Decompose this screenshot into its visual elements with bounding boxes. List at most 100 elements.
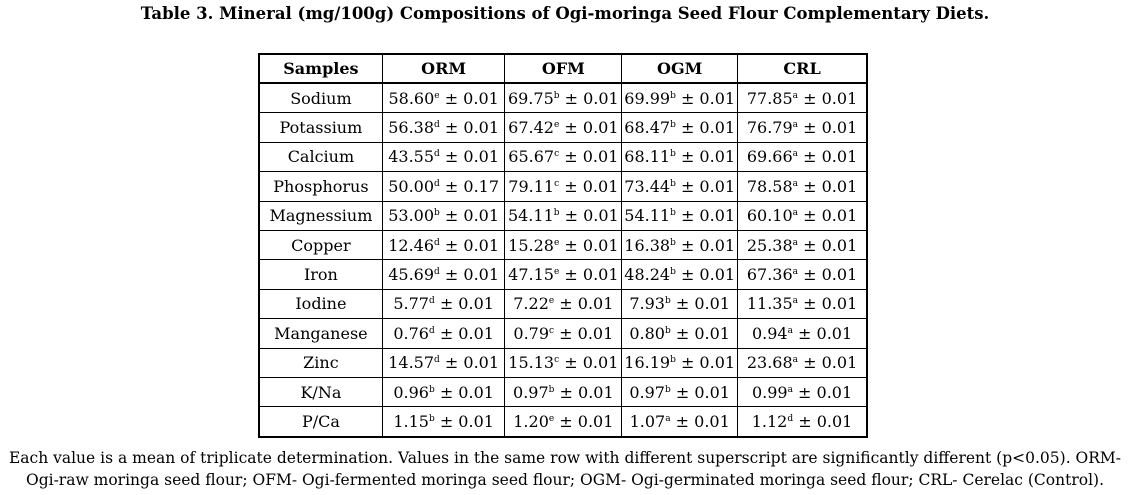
significance-superscript: c: [554, 149, 560, 160]
value-cell: 69.66a ± 0.01: [737, 141, 868, 173]
value-cell: 1.15b ± 0.01: [381, 406, 506, 438]
standard-error: ± 0.01: [680, 265, 736, 285]
value-cell: 0.96b ± 0.01: [381, 376, 506, 408]
mean-value: 7.22: [513, 294, 549, 314]
value-cell: 78.58a ± 0.01: [737, 171, 868, 202]
sample-name-cell: Zinc: [258, 347, 383, 378]
mean-value: 0.97: [629, 382, 665, 402]
sample-name-cell: Copper: [258, 229, 383, 261]
table-footnote: Each value is a mean of triplicate deter…: [8, 449, 1122, 489]
significance-superscript: b: [428, 384, 435, 395]
significance-superscript: a: [787, 325, 793, 336]
standard-error: ± 0.01: [559, 323, 614, 343]
column-header-ogm: OGM: [621, 53, 739, 84]
sample-name-cell: Phosphorus: [258, 171, 383, 202]
standard-error: ± 0.01: [803, 147, 858, 167]
table-row: Zinc 14.57d ± 0.01 15.13c ± 0.01 16.19b ± 0…: [258, 347, 868, 378]
standard-error: ± 0.01: [803, 265, 858, 285]
value-cell: 73.44b ± 0.01: [621, 171, 739, 202]
standard-error: ± 0.01: [680, 206, 736, 226]
significance-superscript: d: [428, 325, 435, 336]
standard-error: ± 0.01: [680, 147, 736, 167]
mean-value: 54.11: [507, 206, 554, 226]
value-cell: 67.36a ± 0.01: [737, 259, 868, 290]
significance-superscript: b: [670, 178, 676, 189]
significance-superscript: d: [787, 413, 794, 424]
value-cell: 0.94a ± 0.01: [737, 318, 868, 349]
mean-value: 0.94: [751, 323, 788, 343]
significance-superscript: c: [549, 325, 555, 336]
table-row: Sodium 58.60e ± 0.01 69.75b ± 0.01 69.99b ±…: [258, 82, 868, 114]
standard-error: ± 0.01: [675, 323, 730, 343]
mean-value: 43.55: [388, 147, 435, 167]
mean-value: 67.42: [508, 118, 554, 138]
standard-error: ± 0.01: [675, 411, 730, 431]
significance-superscript: b: [670, 149, 676, 160]
standard-error: ± 0.01: [444, 206, 500, 226]
standard-error: ± 0.01: [439, 411, 494, 431]
table-row: Iron 45.69d ± 0.01 47.15e ± 0.01 48.24b ± 0…: [258, 259, 868, 290]
mean-value: 69.99: [624, 88, 671, 108]
standard-error: ± 0.01: [798, 411, 853, 431]
mean-value: 0.76: [393, 323, 429, 343]
mean-value: 65.67: [508, 147, 555, 167]
mean-value: 79.11: [508, 176, 555, 196]
standard-error: ± 0.01: [803, 118, 858, 138]
significance-superscript: a: [787, 384, 793, 395]
standard-error: ± 0.01: [680, 353, 736, 373]
significance-superscript: a: [792, 208, 799, 219]
significance-superscript: e: [553, 237, 560, 248]
table-body: Sodium 58.60e ± 0.01 69.75b ± 0.01 69.99b ±…: [258, 82, 868, 438]
value-cell: 53.00b ± 0.01: [381, 200, 506, 231]
value-cell: 5.77d ± 0.01: [381, 288, 506, 320]
sample-name-cell: Sodium: [258, 82, 383, 114]
significance-superscript: a: [792, 237, 799, 248]
standard-error: ± 0.01: [675, 382, 730, 402]
standard-error: ± 0.01: [564, 265, 619, 285]
value-cell: 48.24b ± 0.01: [621, 259, 739, 290]
significance-superscript: b: [670, 208, 676, 219]
value-cell: 45.69d ± 0.01: [381, 259, 506, 290]
value-cell: 0.80b ± 0.01: [621, 318, 739, 349]
mean-value: 0.79: [513, 323, 550, 343]
standard-error: ± 0.01: [559, 382, 614, 402]
value-cell: 76.79a ± 0.01: [737, 112, 868, 143]
standard-error: ± 0.01: [798, 323, 853, 343]
mean-value: 23.68: [746, 353, 793, 373]
standard-error: ± 0.01: [559, 411, 614, 431]
standard-error: ± 0.01: [564, 206, 619, 226]
significance-superscript: e: [553, 120, 560, 131]
significance-superscript: a: [792, 267, 799, 278]
standard-error: ± 0.01: [803, 88, 858, 108]
table-row: Iodine 5.77d ± 0.01 7.22e ± 0.01 7.93b ± 0.…: [258, 288, 868, 320]
table-row: Phosphorus 50.00d ± 0.17 79.11c ± 0.01 73.4…: [258, 171, 868, 202]
value-cell: 47.15e ± 0.01: [504, 259, 623, 290]
value-cell: 15.28e ± 0.01: [504, 229, 623, 261]
value-cell: 54.11b ± 0.01: [504, 200, 623, 231]
significance-superscript: b: [428, 413, 435, 424]
value-cell: 15.13c ± 0.01: [504, 347, 623, 378]
value-cell: 54.11b ± 0.01: [621, 200, 739, 231]
mean-value: 56.38: [388, 118, 435, 138]
value-cell: 7.93b ± 0.01: [621, 288, 739, 320]
value-cell: 25.38a ± 0.01: [737, 229, 868, 261]
table-row: Potassium 56.38d ± 0.01 67.42e ± 0.01 68.47…: [258, 112, 868, 143]
sample-name-cell: Iron: [258, 259, 383, 290]
significance-superscript: a: [792, 120, 799, 131]
standard-error: ± 0.01: [803, 353, 858, 373]
mean-value: 45.69: [388, 265, 435, 285]
significance-superscript: a: [665, 413, 671, 424]
value-cell: 56.38d ± 0.01: [381, 112, 506, 143]
significance-superscript: b: [670, 267, 676, 278]
significance-superscript: d: [434, 355, 440, 366]
column-header-ofm: OFM: [504, 53, 623, 84]
table-row: P/Ca 1.15b ± 0.01 1.20e ± 0.01 1.07a ± 0.01…: [258, 406, 868, 438]
mean-value: 1.07: [629, 411, 666, 431]
sample-name-cell: Manganese: [258, 318, 383, 349]
mean-value: 1.20: [513, 411, 549, 431]
mean-value: 16.19: [624, 353, 671, 373]
mean-value: 5.77: [393, 294, 429, 314]
significance-superscript: b: [670, 90, 676, 101]
value-cell: 0.97b ± 0.01: [504, 376, 623, 408]
